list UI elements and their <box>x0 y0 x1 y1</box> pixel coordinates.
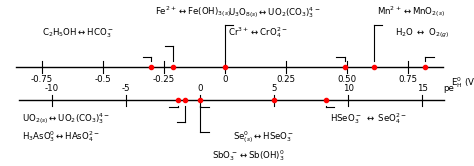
Text: UO$_{2(s)}$$\leftrightarrow$UO$_2$(CO$_3$)$_3^{4-}$: UO$_{2(s)}$$\leftrightarrow$UO$_2$(CO$_3… <box>22 111 110 126</box>
Text: H$_2$O $\leftrightarrow$ O$_{2(g)}$: H$_2$O $\leftrightarrow$ O$_{2(g)}$ <box>394 27 449 40</box>
Text: -5: -5 <box>122 84 130 93</box>
Text: 0: 0 <box>222 75 228 84</box>
Text: 0: 0 <box>197 84 203 93</box>
Text: 5: 5 <box>271 84 277 93</box>
Text: -10: -10 <box>45 84 59 93</box>
Text: -0.75: -0.75 <box>30 75 53 84</box>
Text: 0.25: 0.25 <box>276 75 295 84</box>
Text: -0.5: -0.5 <box>94 75 111 84</box>
Text: pe: pe <box>444 84 455 93</box>
Text: -0.25: -0.25 <box>153 75 175 84</box>
Text: Se$^0_{(s)}$$\leftrightarrow$HSeO$_3^-$: Se$^0_{(s)}$$\leftrightarrow$HSeO$_3^-$ <box>233 129 294 146</box>
Text: Cr$^{3+}$$\leftrightarrow$CrO$_4^{2-}$: Cr$^{3+}$$\leftrightarrow$CrO$_4^{2-}$ <box>228 25 288 40</box>
Text: SbO$_3^-$$\leftrightarrow$Sb(OH)$_3^0$: SbO$_3^-$$\leftrightarrow$Sb(OH)$_3^0$ <box>212 148 284 163</box>
Text: 0.75: 0.75 <box>399 75 418 84</box>
Text: 15: 15 <box>417 84 428 93</box>
Text: E$_\mathregular{H}^0$ (V): E$_\mathregular{H}^0$ (V) <box>451 75 474 90</box>
Text: 10: 10 <box>343 84 354 93</box>
Text: H$_3$AsO$_3^0$$\leftrightarrow$HAsO$_4^{2-}$: H$_3$AsO$_3^0$$\leftrightarrow$HAsO$_4^{… <box>22 129 100 144</box>
Text: Fe$^{2+}$$\leftrightarrow$Fe(OH)$_{3(s)}$: Fe$^{2+}$$\leftrightarrow$Fe(OH)$_{3(s)}… <box>155 5 231 20</box>
Text: Mn$^{2+}$$\leftrightarrow$MnO$_{2(s)}$: Mn$^{2+}$$\leftrightarrow$MnO$_{2(s)}$ <box>377 5 446 20</box>
Text: U$_3$O$_{8(s)}$$\leftrightarrow$UO$_2$(CO$_3$)$_3^{4-}$: U$_3$O$_{8(s)}$$\leftrightarrow$UO$_2$(C… <box>228 5 321 20</box>
Text: 0.50: 0.50 <box>337 75 356 84</box>
Text: C$_2$H$_5$OH$\leftrightarrow$HCO$_3^-$: C$_2$H$_5$OH$\leftrightarrow$HCO$_3^-$ <box>42 26 113 40</box>
Text: HSeO$_3^-$ $\leftrightarrow$ SeO$_4^{2-}$: HSeO$_3^-$ $\leftrightarrow$ SeO$_4^{2-}… <box>330 111 407 126</box>
